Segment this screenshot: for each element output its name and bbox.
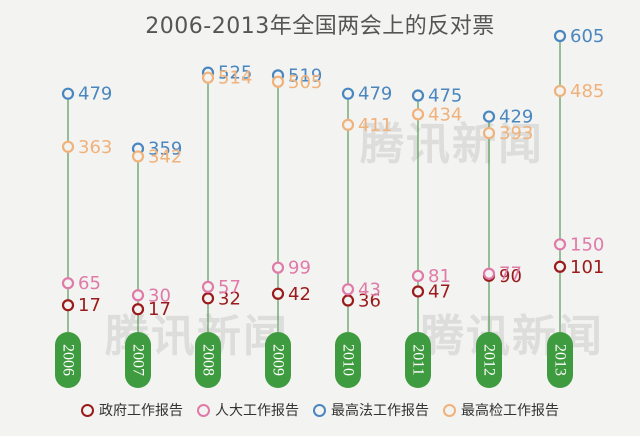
chart-title: 2006-2013年全国两会上的反对票	[145, 14, 495, 39]
value-label-0-2008: 32	[218, 288, 241, 309]
marker-0-2007	[131, 303, 145, 316]
year-label-2013: 2013	[552, 344, 569, 376]
value-label-3-2009: 505	[288, 72, 322, 93]
value-label-0-2010: 36	[358, 291, 381, 312]
watermark-top: 腾讯新闻	[360, 119, 544, 170]
marker-3-2008	[201, 71, 215, 84]
year-label-2010: 2010	[340, 344, 357, 376]
legend-marker-icon	[313, 403, 326, 417]
marker-1-2011	[411, 269, 425, 283]
marker-2-2011	[411, 89, 425, 102]
year-label-2011: 2011	[410, 344, 427, 375]
value-label-0-2013: 101	[570, 257, 604, 278]
marker-2-2006	[61, 87, 75, 100]
marker-3-2006	[61, 140, 75, 153]
marker-2-2012	[482, 110, 496, 123]
legend-label: 最高检工作报告	[461, 403, 559, 419]
value-label-1-2007: 30	[148, 285, 171, 306]
year-label-2009: 2009	[270, 344, 287, 376]
year-pill-2010	[335, 332, 361, 388]
value-label-3-2012: 393	[499, 123, 533, 144]
value-label-1-2008: 57	[218, 277, 241, 298]
year-label-2007: 2007	[130, 344, 147, 376]
value-label-3-2008: 514	[218, 68, 252, 89]
value-label-2-2009: 519	[288, 65, 322, 86]
marker-1-2007	[131, 289, 145, 302]
value-label-0-2011: 47	[428, 281, 451, 302]
marker-0-2008	[201, 292, 215, 305]
marker-3-2010	[341, 118, 355, 131]
value-label-1-2009: 99	[288, 258, 311, 279]
value-label-1-2006: 65	[78, 273, 101, 294]
marker-3-2009	[271, 75, 285, 88]
value-label-3-2013: 485	[570, 81, 604, 102]
marker-1-2013	[553, 238, 567, 251]
marker-1-2008	[201, 280, 215, 294]
legend-label: 人大工作报告	[215, 403, 299, 419]
value-label-3-2011: 434	[428, 104, 462, 125]
legend-label: 政府工作报告	[99, 403, 183, 419]
chart-legend: 政府工作报告 人大工作报告 最高法工作报告 最高检工作报告	[0, 400, 640, 420]
legend-item-0: 政府工作报告	[81, 400, 183, 420]
value-label-2-2011: 475	[428, 86, 462, 107]
marker-1-2009	[271, 261, 285, 274]
value-label-3-2006: 363	[78, 137, 112, 158]
legend-item-3: 最高检工作报告	[443, 400, 559, 420]
value-label-3-2007: 342	[148, 146, 182, 167]
marker-0-2006	[61, 299, 75, 312]
value-label-2-2013: 605	[570, 26, 604, 47]
marker-3-2007	[131, 150, 145, 163]
value-label-0-2006: 17	[78, 295, 101, 316]
year-pill-2007	[125, 332, 151, 388]
marker-3-2013	[553, 84, 567, 98]
value-label-1-2010: 43	[358, 279, 381, 300]
value-label-1-2011: 81	[428, 266, 451, 287]
marker-3-2011	[411, 108, 425, 121]
value-label-2-2012: 429	[499, 107, 533, 128]
value-label-0-2012: 90	[499, 266, 522, 287]
legend-marker-icon	[81, 403, 94, 417]
value-label-2-2008: 525	[218, 63, 252, 84]
year-pill-2008	[195, 332, 221, 388]
year-pill-2013	[547, 332, 573, 388]
value-label-1-2013: 150	[570, 234, 604, 255]
value-label-2-2006: 479	[78, 84, 112, 105]
year-pill-2009	[265, 332, 291, 388]
year-pill-2006	[55, 332, 81, 388]
legend-item-2: 最高法工作报告	[313, 400, 429, 420]
marker-1-2010	[341, 283, 355, 296]
value-label-0-2007: 17	[148, 299, 171, 320]
year-pill-2012	[476, 332, 502, 388]
value-label-2-2010: 479	[358, 84, 392, 105]
marker-0-2011	[411, 285, 425, 298]
marker-0-2009	[271, 287, 285, 300]
value-label-2-2007: 359	[148, 139, 182, 160]
marker-3-2012	[482, 126, 496, 140]
value-label-0-2009: 42	[288, 284, 311, 305]
marker-2-2013	[553, 29, 567, 43]
year-label-2012: 2012	[481, 344, 498, 376]
value-label-1-2012: 77	[499, 264, 522, 285]
marker-2-2010	[341, 87, 355, 100]
marker-0-2010	[341, 294, 355, 307]
marker-1-2012	[482, 267, 496, 280]
year-label-2006: 2006	[60, 344, 77, 376]
value-label-3-2010: 411	[358, 115, 392, 136]
year-pill-2011	[405, 332, 431, 388]
legend-item-1: 人大工作报告	[197, 400, 299, 420]
year-label-2008: 2008	[200, 344, 217, 376]
legend-label: 最高法工作报告	[331, 403, 429, 419]
legend-marker-icon	[197, 403, 210, 417]
marker-0-2013	[553, 260, 567, 273]
marker-1-2006	[61, 277, 75, 290]
legend-marker-icon	[443, 403, 456, 417]
